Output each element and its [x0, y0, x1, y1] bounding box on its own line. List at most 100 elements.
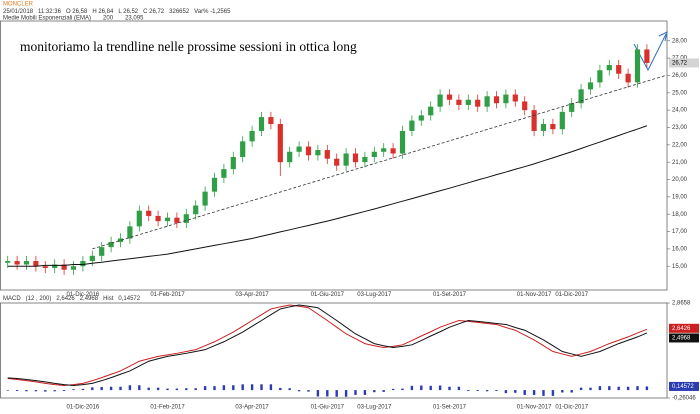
histogram-bar — [382, 390, 385, 392]
x-tick-label: 01-Nov-2017 — [517, 292, 552, 298]
candle-body — [569, 103, 575, 112]
x-tick-label: 01-Giu-2017 — [311, 292, 345, 298]
candle-body — [268, 117, 274, 125]
histogram-bar — [561, 390, 564, 393]
candle-body — [409, 120, 415, 131]
text-part: Var% -1,2565 — [194, 9, 231, 15]
histogram-bar — [62, 390, 66, 391]
histogram-bar — [147, 387, 150, 391]
histogram-bar — [326, 390, 329, 397]
candle-body — [108, 241, 114, 248]
candle-body — [362, 156, 368, 163]
y-tick-label: 25,00 — [672, 90, 688, 96]
value-box — [669, 381, 699, 391]
candle-body — [230, 156, 236, 170]
text-part: H 26,84 — [92, 9, 114, 15]
candle-body — [512, 94, 518, 102]
histogram-bar — [185, 388, 188, 391]
candle-body — [559, 111, 565, 130]
x-tick-label: 01-Dic-2017 — [555, 292, 588, 298]
candle-body — [578, 89, 584, 104]
x-tick-label: 01-Dic-2016 — [67, 405, 100, 411]
y-tick-label: 19,00 — [672, 194, 688, 200]
candle-body — [193, 205, 199, 215]
value-box-label: 26,72 — [672, 61, 688, 67]
text-part: L 26,52 — [118, 9, 138, 15]
x-tick-label: 01-Nov-2017 — [517, 405, 552, 411]
subtitle: 25/01/2018 11:32:36 O 26,58 H 26,84 L 26,52 C… — [3, 9, 231, 15]
candle-body — [14, 261, 20, 265]
value-box — [669, 323, 699, 333]
candle-body — [381, 148, 387, 152]
histogram-bar — [532, 390, 536, 395]
candle-body — [305, 146, 312, 156]
y-tick-label: 23,00 — [672, 125, 688, 131]
candle-body — [503, 94, 509, 104]
value-box-label: 0,14572 — [672, 384, 694, 390]
histogram-bar — [53, 390, 56, 392]
candle-body — [324, 150, 330, 159]
text-part: C 26,72 — [143, 9, 165, 15]
histogram-bar — [598, 386, 602, 391]
histogram-bar — [260, 384, 263, 391]
histogram-bar — [617, 386, 620, 391]
x-tick-label: 01-Feb-2017 — [150, 292, 185, 298]
candle-body — [371, 151, 377, 157]
candle-body — [625, 73, 631, 83]
value-box — [669, 333, 699, 343]
text-part: 326652 — [169, 9, 190, 15]
histogram-bar — [44, 390, 47, 392]
histogram-bar — [636, 386, 639, 391]
macd-line — [7, 304, 648, 387]
histogram-bar — [391, 388, 395, 391]
candle-body — [287, 151, 293, 163]
candle-body — [70, 266, 77, 270]
candle-body — [475, 99, 481, 107]
legend: Medie Mobili Esponenziali (EMA) 200 23,095 — [3, 15, 144, 21]
price-panel — [0, 20, 668, 291]
histogram-bar — [72, 389, 75, 391]
candle-body — [616, 65, 622, 74]
histogram-bar — [316, 390, 320, 397]
x-tick-label: 01-Feb-2017 — [150, 405, 185, 411]
x-tick-label: 01-Set-2017 — [433, 292, 467, 298]
histogram-bar — [232, 385, 235, 391]
text-part: 2,6426 — [56, 296, 75, 302]
text-part: 200 — [103, 15, 114, 21]
histogram-bar — [241, 384, 244, 391]
histogram-bar — [175, 388, 179, 391]
text-part: O 26,58 — [66, 9, 88, 15]
histogram-bar — [448, 386, 451, 391]
candle-body — [644, 49, 650, 63]
x-tick-label: 03-Lug-2017 — [357, 405, 392, 411]
y-tick-label: 2,8658 — [672, 301, 691, 307]
y-tick-label: 16,00 — [672, 246, 688, 252]
histogram-bar — [166, 388, 169, 391]
histogram-bar — [91, 387, 94, 391]
histogram-bar — [203, 386, 207, 391]
candle-body — [33, 261, 39, 267]
candle-body — [258, 117, 265, 131]
ema-line — [7, 125, 648, 267]
x-tick-label: 01-Dic-2016 — [67, 292, 100, 298]
candle-body — [522, 101, 528, 111]
candle-body — [531, 110, 537, 131]
candle-body — [315, 150, 321, 156]
histogram-bar — [363, 390, 367, 395]
histogram-bar — [457, 386, 461, 391]
histogram-bar — [542, 390, 545, 396]
x-tick-label: 01-Dic-2017 — [555, 405, 588, 411]
histogram-bar — [138, 385, 141, 391]
histogram-bar — [15, 390, 19, 391]
y-tick-label: 18,00 — [672, 212, 688, 218]
value-box-label: 2,6426 — [672, 326, 691, 332]
y-tick-label: 22,00 — [672, 142, 688, 148]
candle-body — [52, 264, 58, 268]
candle-body — [99, 247, 105, 256]
candle-body — [174, 217, 180, 223]
candle-body — [587, 82, 594, 90]
histogram-bar — [213, 386, 216, 391]
histogram-bar — [109, 386, 113, 391]
histogram-bar — [438, 385, 442, 391]
